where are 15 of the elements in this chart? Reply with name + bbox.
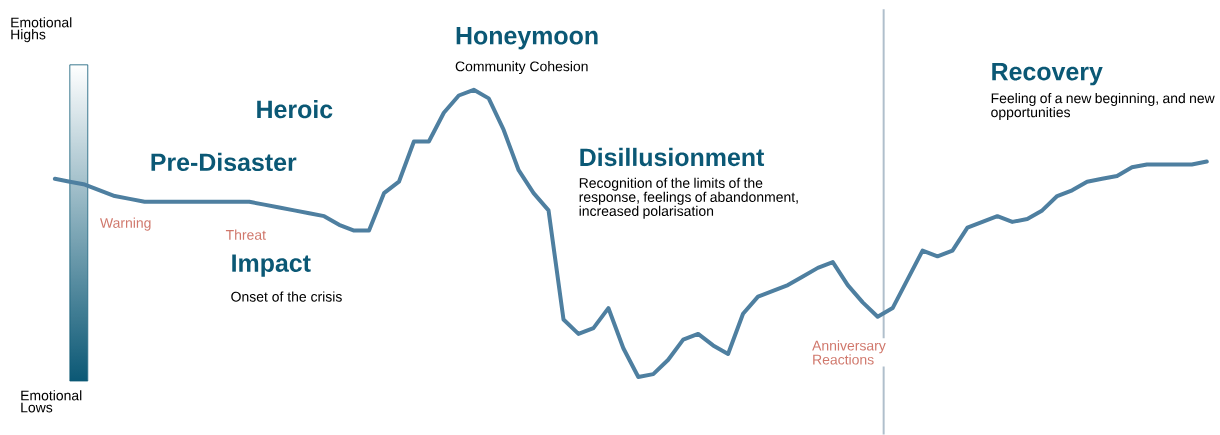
annotation: Anniversary Reactions (812, 340, 886, 365)
annotation: Threat (225, 229, 266, 240)
annotation: Impact (232, 254, 311, 277)
annotation: Disillusionment (580, 147, 765, 166)
annotation: Pre-Disaster (151, 152, 297, 171)
text: Emotional Lows (21, 389, 82, 413)
annotation: Heroic (257, 99, 333, 119)
text: Emotional Highs (11, 16, 72, 42)
annotation: Onset of the crisis (231, 291, 342, 302)
annotation: Warning (100, 217, 151, 231)
annotation: Feeling of a new beginning, and new opportunities (991, 92, 1215, 120)
text: Honeymoon (456, 26, 598, 50)
annotation: Recognition of the limits of the response, feelings of abandonment, increased polarisation (579, 177, 798, 219)
text: Recovery (992, 62, 1103, 86)
text: Community Cohesion (455, 60, 588, 74)
